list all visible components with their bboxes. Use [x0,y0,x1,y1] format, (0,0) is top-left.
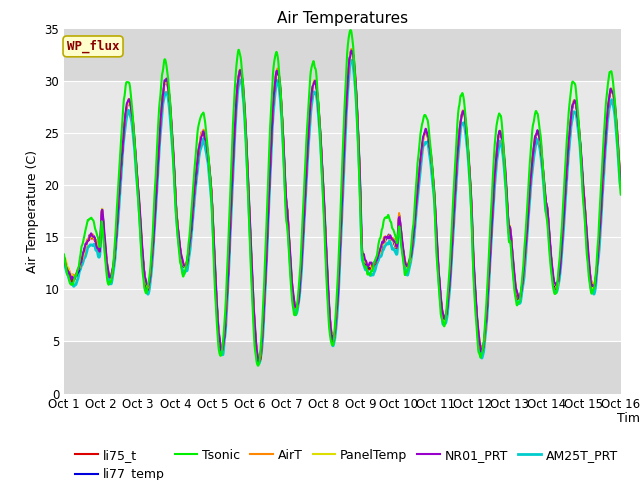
Text: WP_flux: WP_flux [67,40,119,53]
Title: Air Temperatures: Air Temperatures [277,11,408,26]
Legend: li75_t, li77_temp, Tsonic, AirT, PanelTemp, NR01_PRT, AM25T_PRT: li75_t, li77_temp, Tsonic, AirT, PanelTe… [70,444,623,480]
X-axis label: Time: Time [616,412,640,425]
Bar [64,81,621,341]
Y-axis label: Air Temperature (C): Air Temperature (C) [26,150,38,273]
